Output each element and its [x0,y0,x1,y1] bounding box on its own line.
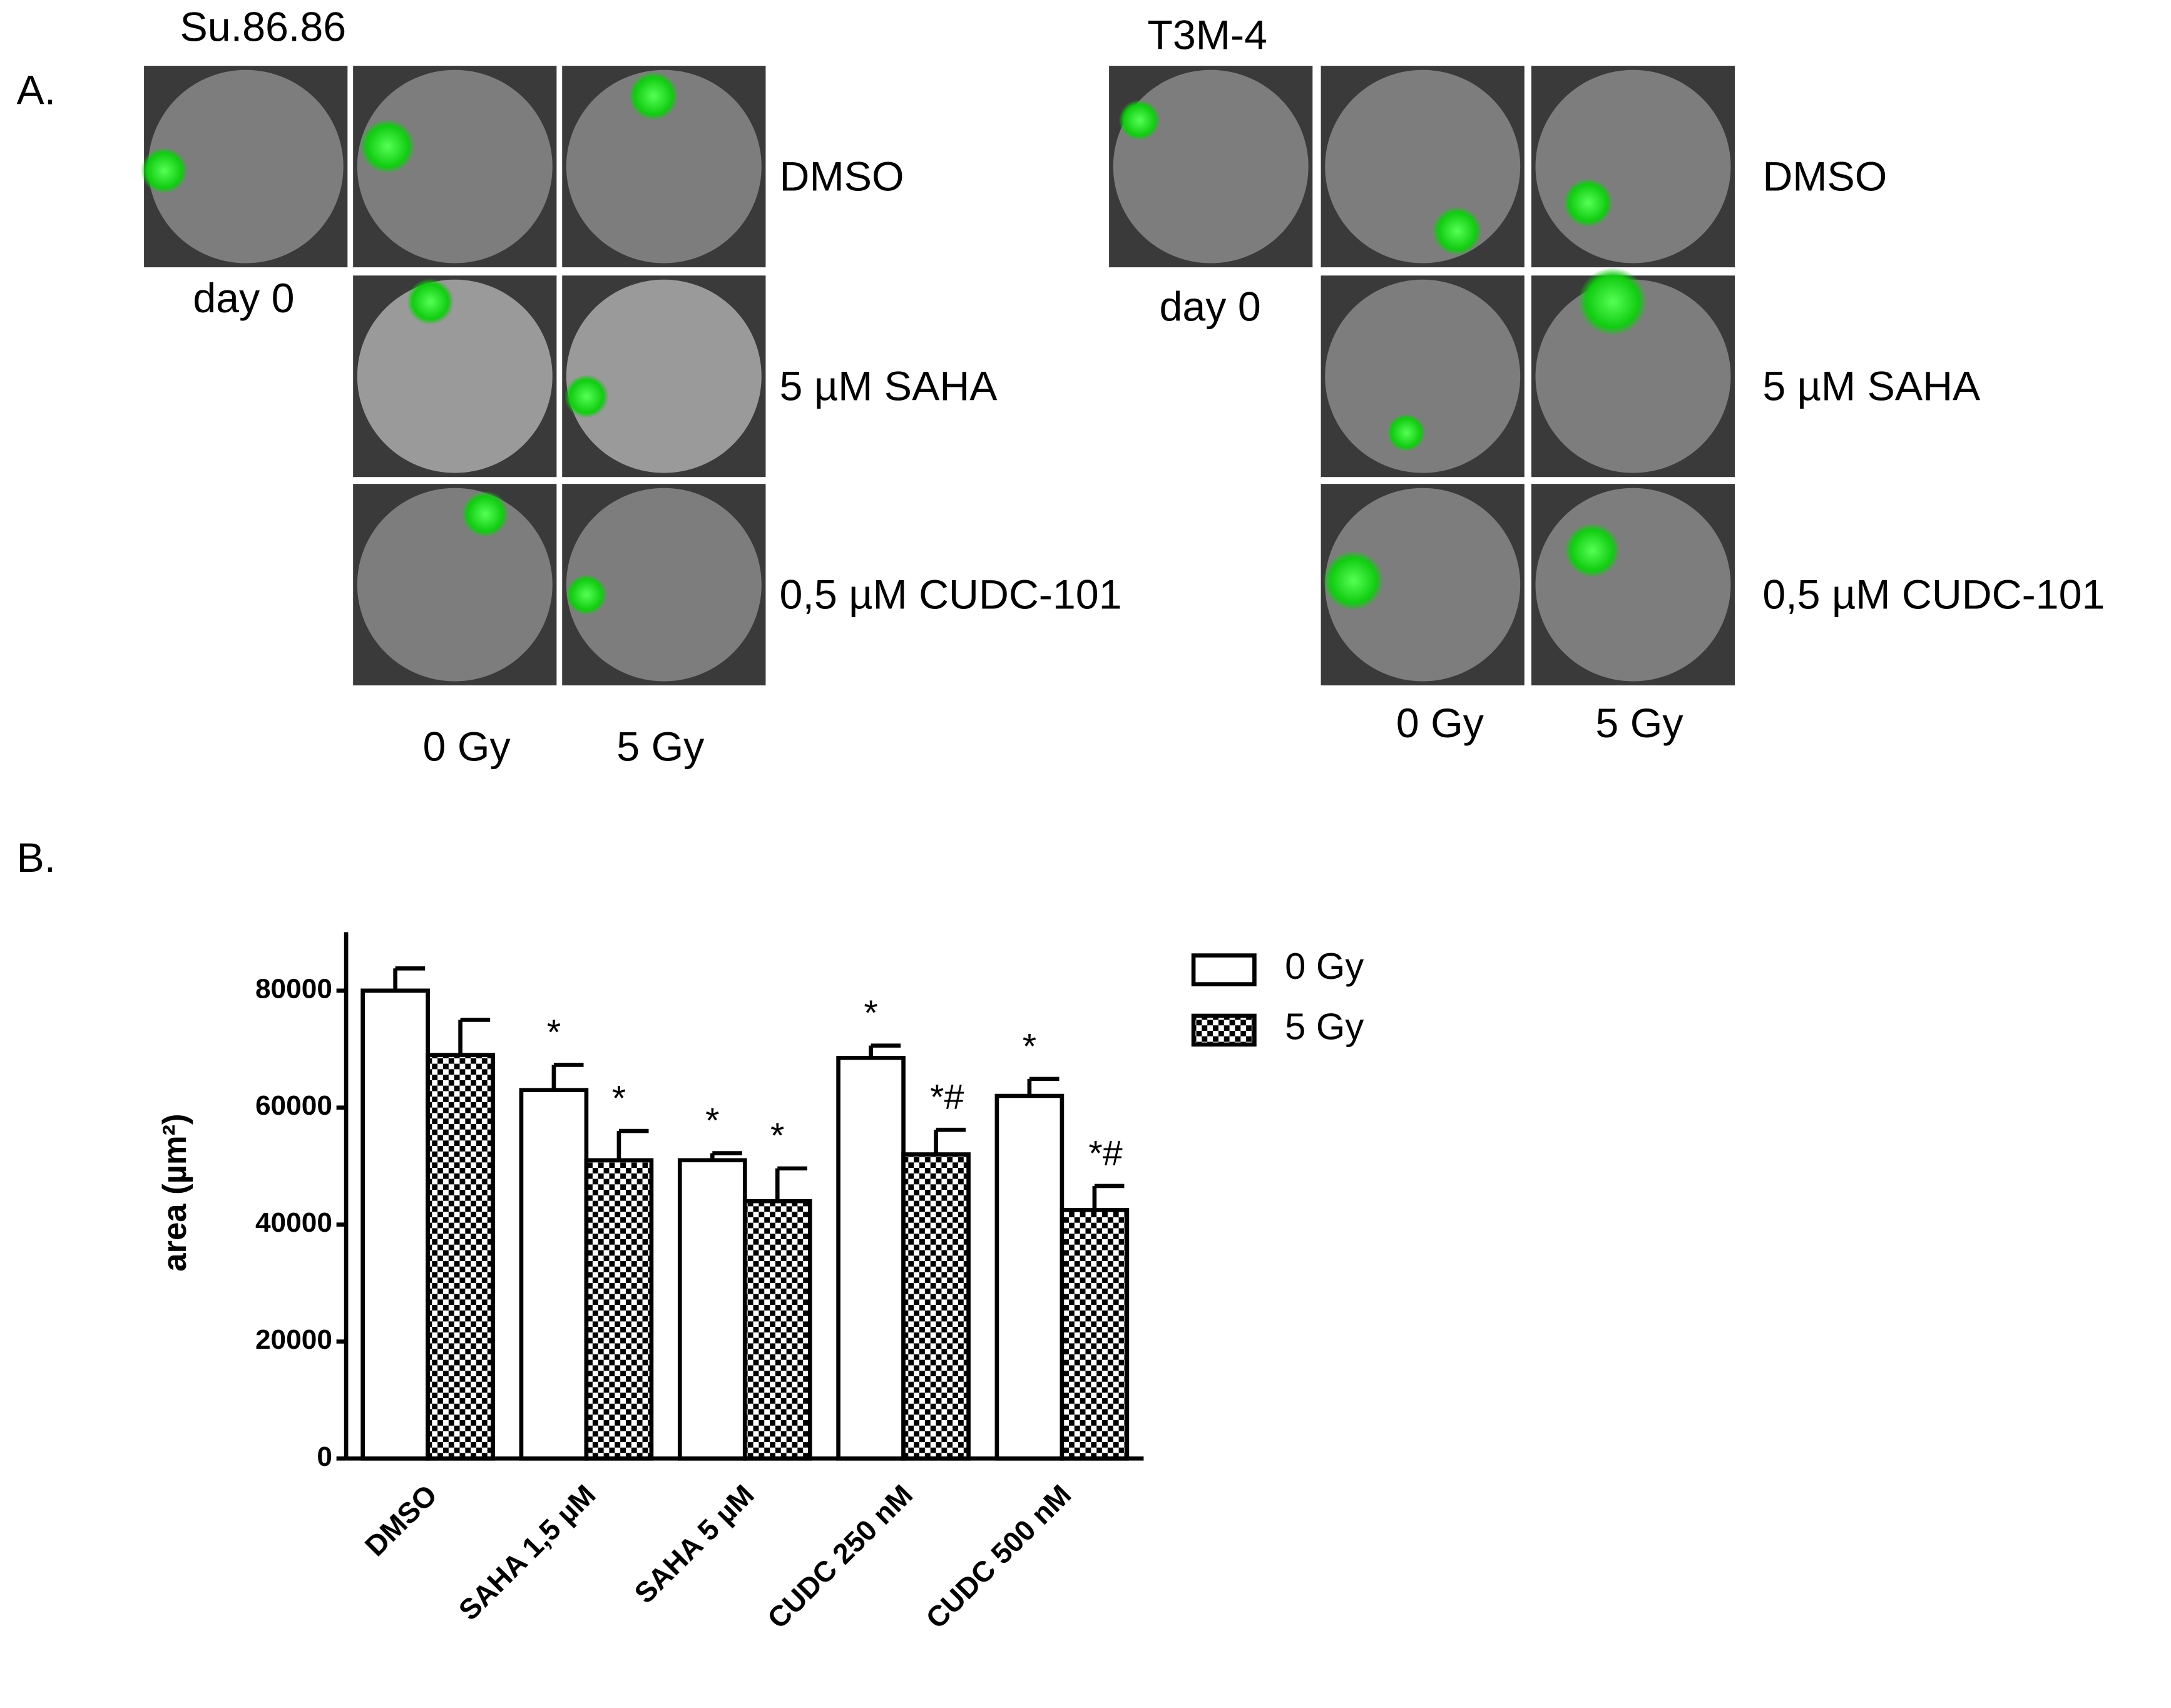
spheroid [140,147,188,194]
error-bar [775,1166,807,1202]
well-disc [1113,69,1309,263]
significance-label: *# [1088,1133,1123,1174]
row-label: DMSO [780,153,904,200]
significance-label: * [547,1013,561,1053]
cell-line-label: Su.86.86 [180,4,347,50]
error-bar [869,1043,901,1058]
spheroid [566,574,608,616]
significance-label: * [1023,1026,1036,1066]
x-tick-label: DMSO [359,1478,443,1562]
panel-label: B. [17,834,56,881]
x-tick-label: SAHA 1,5 µM [452,1478,602,1627]
error-bar [1092,1184,1125,1210]
bar [677,1158,747,1461]
significance-label: * [864,993,877,1033]
error-bar [1027,1076,1060,1096]
bar [742,1199,812,1461]
bar [584,1158,654,1461]
well-disc [357,279,553,473]
legend-swatch [1191,1013,1257,1047]
spheroid [360,119,416,174]
spheroid [1118,100,1161,141]
spheroid [407,278,454,325]
bar [994,1093,1065,1461]
x-tick-label: SAHA 5 µM [628,1478,760,1609]
significance-label: * [705,1101,719,1141]
well-disc [1535,69,1731,263]
legend-swatch [1191,953,1257,986]
x-tick-label: CUDC 250 nM [761,1478,919,1635]
y-axis-label: area (µm²) [156,1113,193,1271]
error-bar [616,1128,649,1160]
well-disc [566,488,762,682]
day-label: day 0 [193,275,294,321]
column-label: 5 Gy [1595,700,1683,746]
spheroid [1432,206,1483,256]
well-disc [148,69,344,263]
well-disc [1535,279,1731,473]
well-disc [1325,488,1521,682]
column-label: 0 Gy [423,724,511,770]
y-tick-label: 40000 [255,1207,332,1238]
error-bar [551,1063,584,1090]
bar [836,1055,906,1461]
spheroid [628,71,679,121]
well-disc [357,488,553,682]
legend-label: 0 Gy [1285,945,1364,987]
bar [901,1152,971,1461]
row-label: 0,5 µM CUDC-101 [780,571,1122,618]
spheroid [1578,267,1648,336]
well-disc [1325,69,1521,263]
row-label: DMSO [1762,153,1887,200]
significance-label: * [770,1116,784,1156]
spheroid [564,374,609,419]
spheroid [1322,550,1384,611]
bar [519,1088,589,1461]
significance-label: * [612,1078,626,1118]
spheroid [1563,178,1613,228]
well-disc [357,69,553,263]
y-tick-label: 80000 [255,974,332,1005]
row-label: 0,5 µM CUDC-101 [1762,571,2105,618]
y-tick-label: 60000 [255,1090,332,1121]
x-tick-label: CUDC 500 nM [919,1478,1077,1635]
spheroid [1387,413,1426,453]
legend-label: 5 Gy [1285,1006,1364,1048]
y-tick-label: 0 [317,1441,332,1472]
y-tick-label: 20000 [255,1324,332,1355]
column-label: 0 Gy [1396,700,1484,746]
significance-label: *# [930,1077,964,1117]
spheroid [1565,523,1620,578]
error-bar [458,1018,491,1055]
row-label: 5 µM SAHA [780,363,998,409]
well-disc [566,279,762,473]
panel-label: A. [17,67,56,113]
column-label: 5 Gy [616,724,704,770]
error-bar [393,966,426,991]
cell-line-label: T3M-4 [1147,12,1267,58]
error-bar [710,1151,742,1160]
row-label: 5 µM SAHA [1762,363,1980,409]
spheroid [461,491,509,538]
error-bar [934,1127,966,1155]
well-disc [1535,488,1731,682]
bar [426,1053,495,1461]
well-disc [566,69,762,263]
bar [1060,1207,1130,1461]
well-disc [1325,279,1521,473]
bar [360,988,430,1461]
day-label: day 0 [1159,284,1260,330]
